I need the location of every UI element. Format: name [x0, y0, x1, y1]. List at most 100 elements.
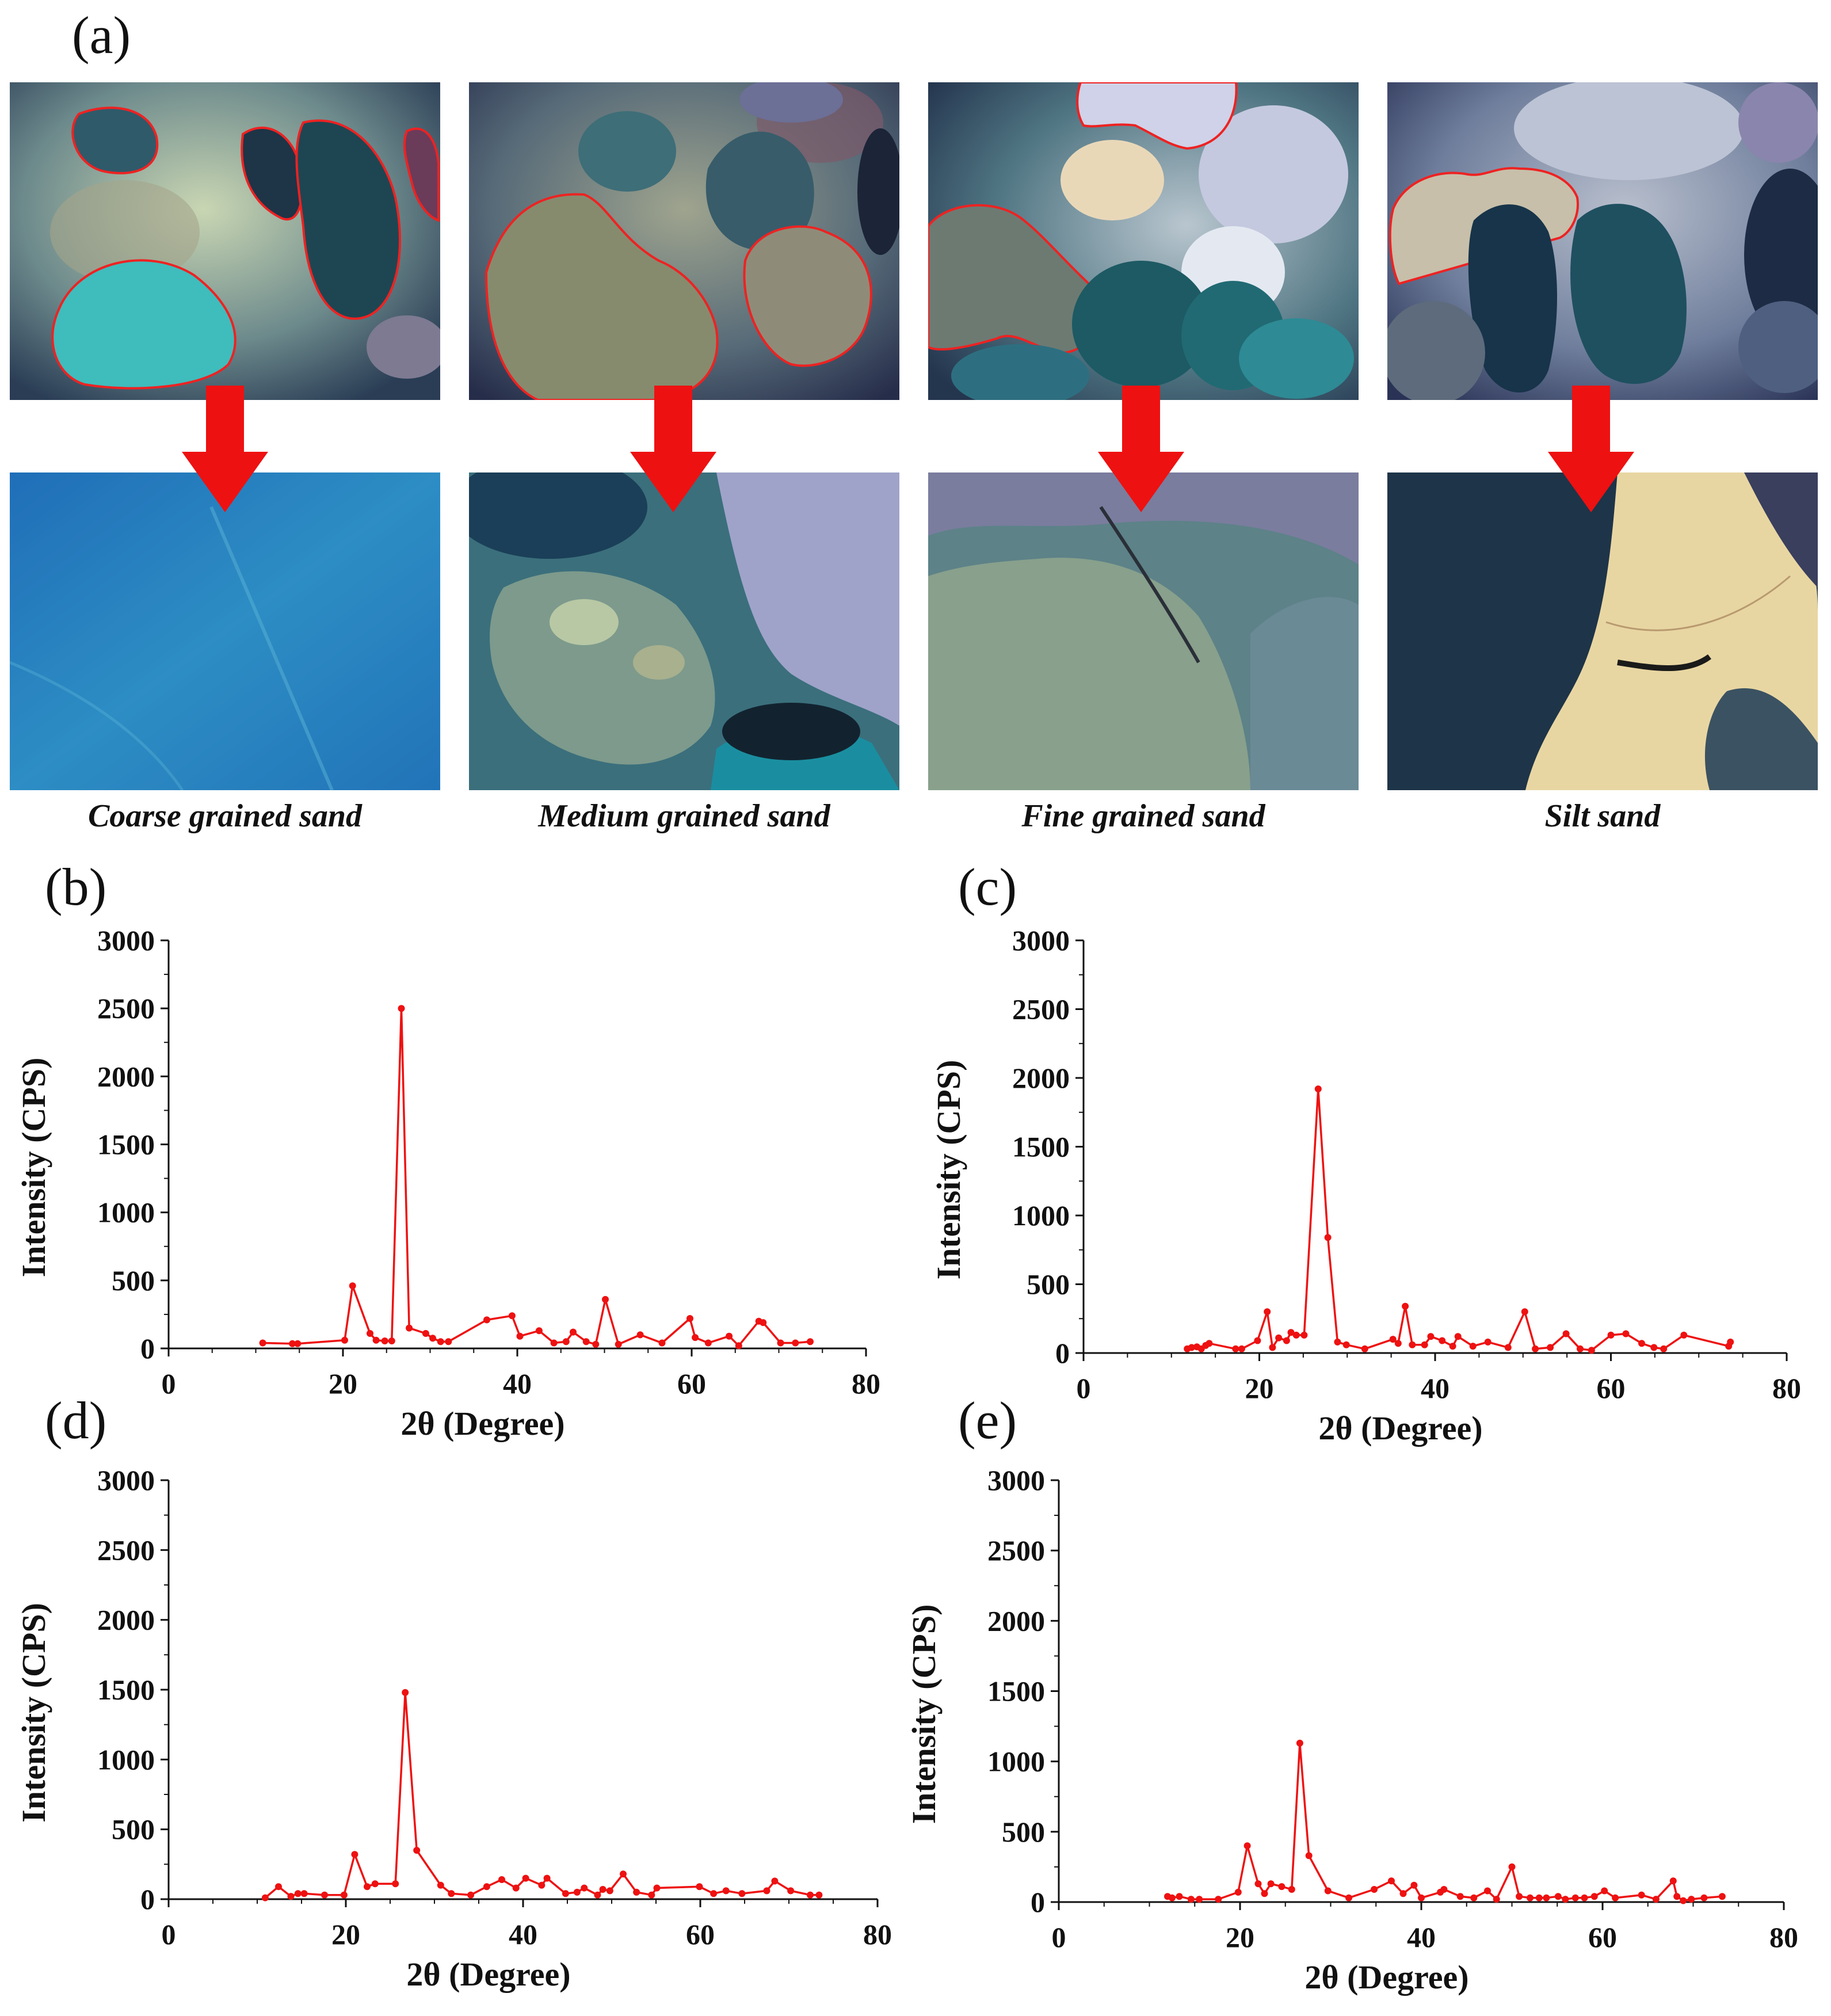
- data-point: [1607, 1331, 1615, 1339]
- x-tick-label: 40: [509, 1918, 537, 1950]
- data-point: [1727, 1338, 1734, 1346]
- data-point: [543, 1874, 551, 1882]
- data-point: [807, 1338, 814, 1346]
- data-point: [582, 1338, 590, 1346]
- data-point: [1418, 1894, 1425, 1901]
- y-tick-label: 3000: [987, 1464, 1045, 1496]
- x-tick-label: 20: [329, 1367, 357, 1400]
- y-axis-title: Intensity (CPS): [15, 1058, 52, 1278]
- data-point: [1577, 1345, 1584, 1352]
- data-point: [448, 1890, 455, 1897]
- data-point: [1399, 1890, 1407, 1897]
- y-tick-label: 0: [1055, 1337, 1070, 1369]
- data-point: [1261, 1890, 1268, 1897]
- data-point: [1543, 1894, 1550, 1901]
- data-point: [633, 1888, 640, 1896]
- data-point: [1215, 1896, 1222, 1903]
- data-point: [726, 1332, 733, 1340]
- data-point: [1283, 1337, 1290, 1344]
- data-point: [763, 1887, 770, 1895]
- data-point: [351, 1851, 358, 1858]
- data-point: [1516, 1893, 1523, 1900]
- x-axis-title: 2θ (Degree): [1304, 1958, 1468, 1996]
- x-axis-title: 2θ (Degree): [400, 1405, 564, 1442]
- data-point: [422, 1330, 429, 1337]
- data-point: [392, 1880, 399, 1888]
- data-point: [1652, 1896, 1660, 1903]
- data-point: [1532, 1345, 1539, 1352]
- data-point: [1254, 1337, 1261, 1344]
- data-point: [1188, 1344, 1195, 1351]
- data-point: [1168, 1894, 1176, 1901]
- data-point: [1680, 1331, 1688, 1339]
- arrow-down-icon: [182, 386, 268, 512]
- arrow-down-icon: [630, 386, 716, 512]
- data-point: [413, 1847, 421, 1854]
- data-point: [1571, 1894, 1579, 1901]
- data-point: [1238, 1345, 1245, 1352]
- data-point: [1371, 1886, 1378, 1893]
- y-tick-label: 2000: [97, 1060, 155, 1092]
- x-tick-label: 60: [677, 1367, 706, 1400]
- y-tick-label: 2500: [1012, 993, 1070, 1026]
- data-point: [550, 1339, 558, 1347]
- data-point: [367, 1330, 373, 1337]
- data-point: [777, 1339, 784, 1347]
- data-point: [1389, 1336, 1397, 1343]
- data-point: [1456, 1893, 1464, 1900]
- x-tick-label: 60: [1588, 1921, 1617, 1953]
- data-point: [1410, 1881, 1418, 1889]
- data-point: [570, 1328, 577, 1336]
- panel-label-e: (e): [958, 1391, 1017, 1450]
- data-point: [1264, 1308, 1271, 1316]
- x-tick-label: 0: [1077, 1372, 1091, 1404]
- photo-fine-top: [928, 82, 1359, 400]
- data-point: [1176, 1893, 1183, 1900]
- data-point: [1427, 1333, 1435, 1340]
- data-point: [1275, 1334, 1283, 1342]
- data-point: [1361, 1345, 1368, 1352]
- x-axis-title: 2θ (Degree): [1318, 1409, 1482, 1447]
- data-point: [402, 1689, 409, 1696]
- y-tick-label: 2000: [1012, 1062, 1070, 1094]
- data-point: [592, 1340, 600, 1348]
- y-axis-title: Intensity (CPS): [15, 1603, 52, 1823]
- data-point: [1650, 1344, 1658, 1351]
- caption-silt: Silt sand: [1544, 798, 1661, 834]
- data-point: [1296, 1739, 1303, 1747]
- photo-silt-zoom: [1387, 472, 1818, 790]
- arrow-down-icon: [1098, 386, 1184, 512]
- data-point: [1196, 1896, 1203, 1903]
- caption-fine: Fine grained sand: [1021, 798, 1265, 834]
- data-point: [1449, 1343, 1456, 1350]
- data-point: [340, 1891, 348, 1899]
- data-point: [1601, 1887, 1608, 1895]
- data-point: [1234, 1888, 1242, 1896]
- y-tick-label: 2000: [97, 1604, 155, 1636]
- data-point: [289, 1340, 296, 1347]
- data-point: [1334, 1338, 1341, 1346]
- data-point: [562, 1890, 569, 1897]
- y-tick-label: 500: [112, 1264, 155, 1297]
- data-point: [1187, 1896, 1195, 1903]
- y-axis-title: Intensity (CPS): [905, 1605, 943, 1824]
- data-point: [1324, 1234, 1332, 1241]
- x-tick-label: 20: [331, 1918, 360, 1950]
- data-point: [1388, 1877, 1395, 1885]
- y-tick-label: 500: [1027, 1268, 1070, 1301]
- data-point: [437, 1881, 444, 1889]
- data-point: [735, 1342, 742, 1350]
- data-point: [696, 1883, 703, 1891]
- data-point: [508, 1312, 516, 1320]
- data-point: [1638, 1340, 1645, 1347]
- data-point: [815, 1891, 823, 1899]
- series-line: [1167, 1742, 1723, 1902]
- x-tick-label: 40: [503, 1367, 532, 1400]
- data-point: [300, 1890, 308, 1897]
- photo-silt-top: [1387, 82, 1818, 400]
- data-point: [275, 1883, 282, 1891]
- x-tick-label: 40: [1421, 1372, 1449, 1404]
